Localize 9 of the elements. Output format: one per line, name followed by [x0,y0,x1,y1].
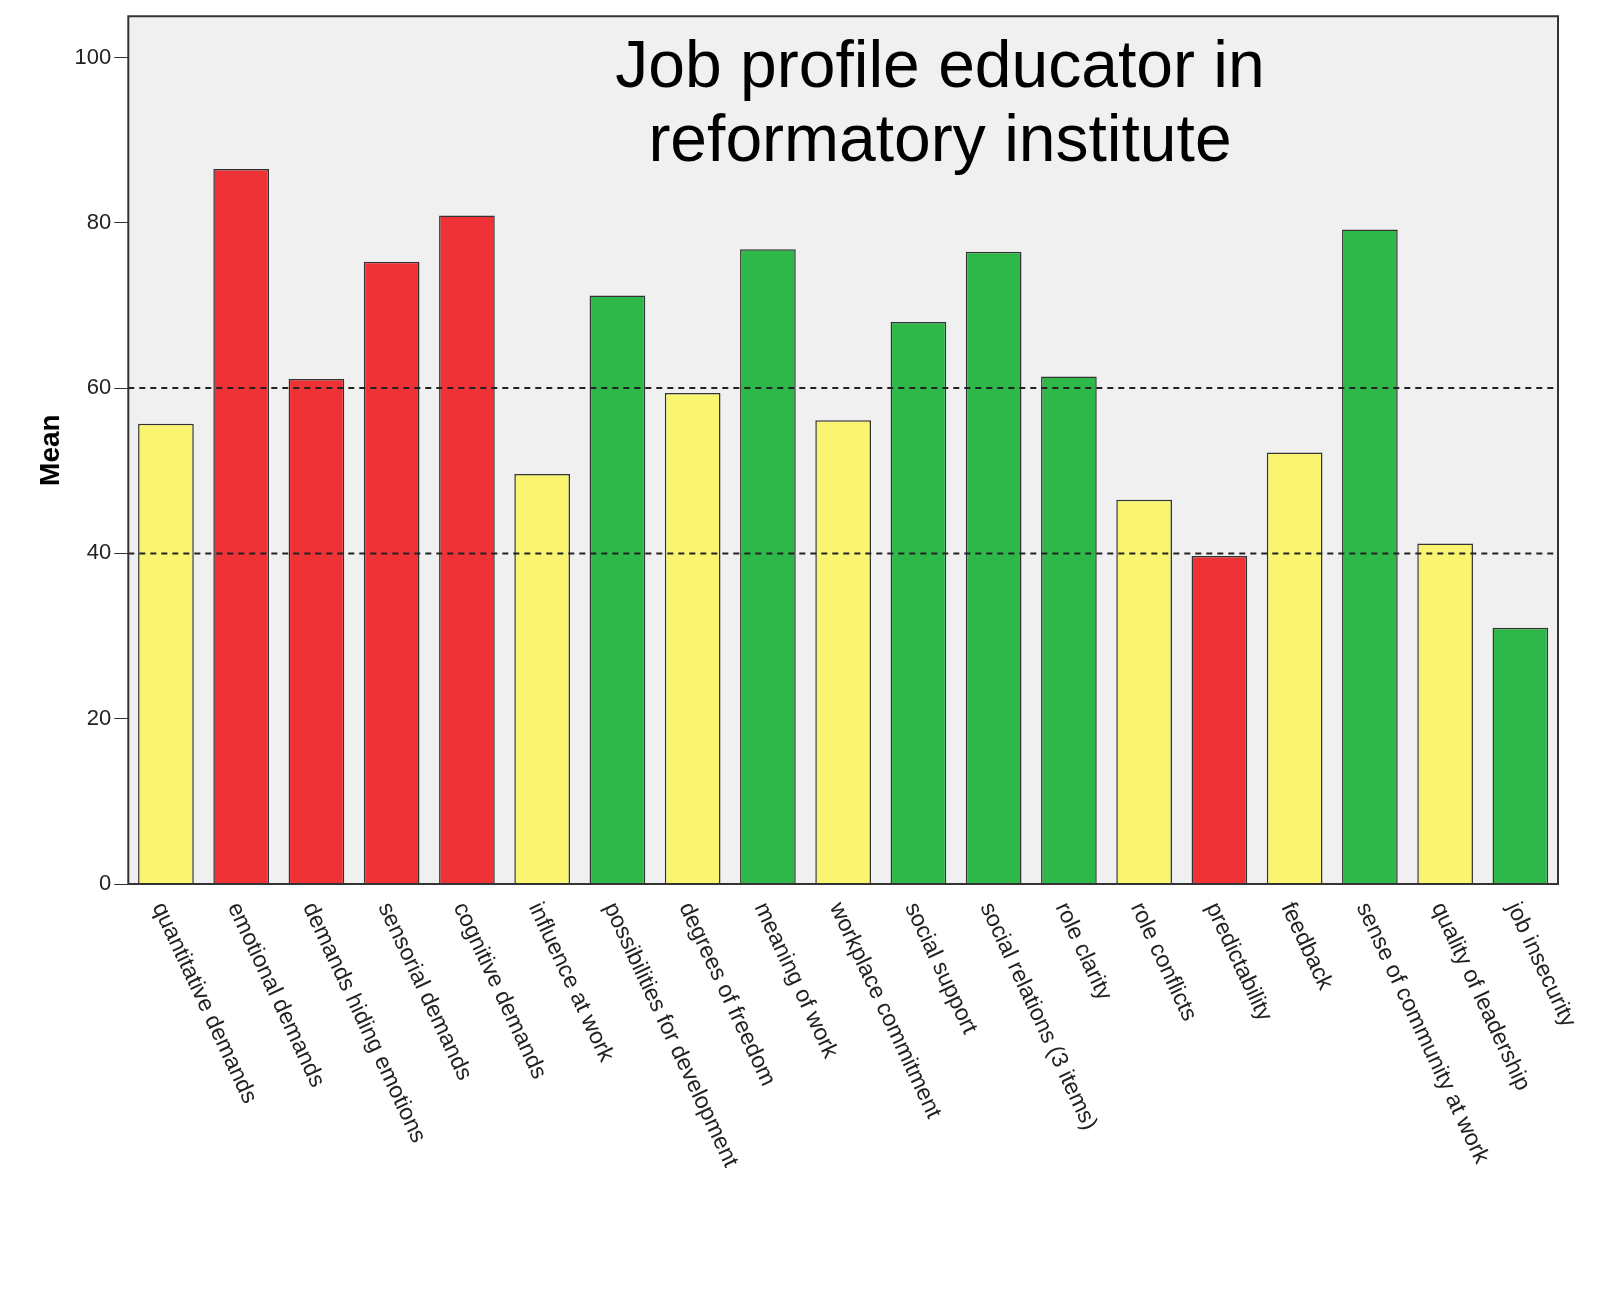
y-tick-label: 80 [86,208,112,234]
y-tick-label: 20 [86,704,112,730]
y-tick-label: 40 [86,539,112,565]
text: Job profile educator in reformatory institute [615,27,1265,176]
y-tick-label: 100 [74,43,112,69]
y-tick-label: 0 [99,870,112,896]
y-tick-label: 60 [86,374,112,400]
y-axis-title: Mean [33,414,65,486]
x-tick-label: role clarity [1050,897,1119,1005]
